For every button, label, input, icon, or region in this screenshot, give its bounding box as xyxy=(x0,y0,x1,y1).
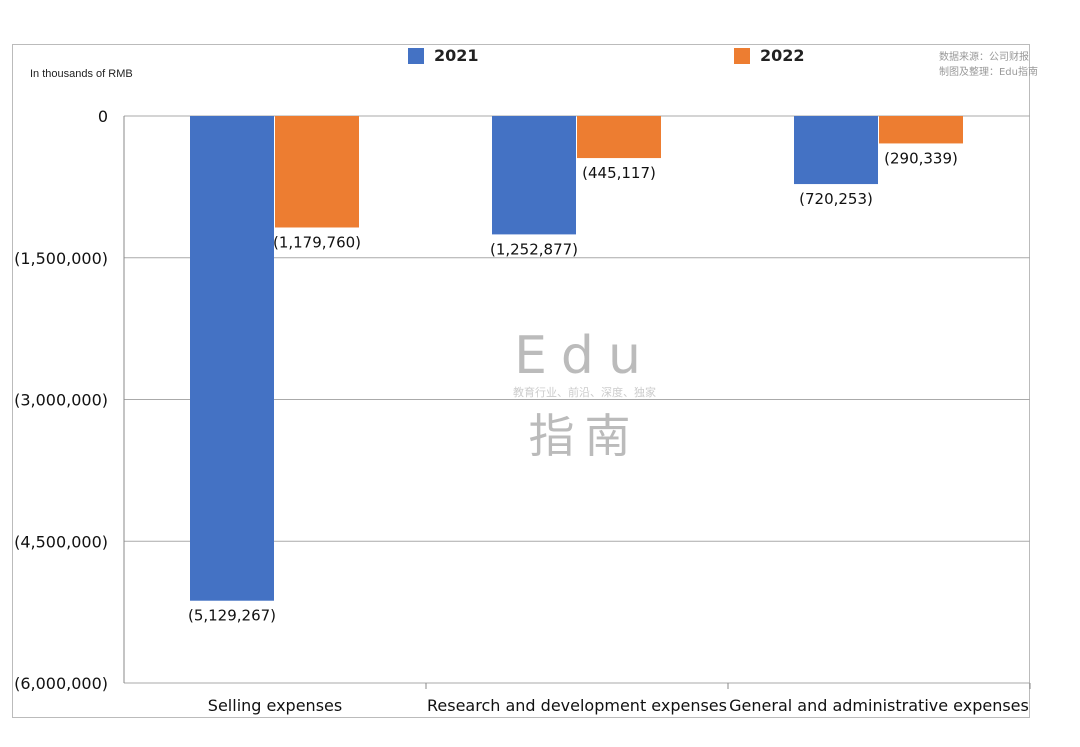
source-note: 数据来源：公司财报 制图及整理：Edu指南 xyxy=(939,50,1038,80)
chart-frame xyxy=(12,44,1030,718)
legend-label: 2022 xyxy=(760,46,805,65)
watermark-logo: Edu xyxy=(514,326,655,386)
y-tick-label: 0 xyxy=(98,107,108,126)
watermark-tagline: 教育行业、前沿、深度、独家 xyxy=(513,386,656,399)
x-category-label: General and administrative expenses xyxy=(729,696,1029,715)
bar-2022 xyxy=(577,116,661,159)
data-label: (5,129,267) xyxy=(188,607,276,625)
y-tick-label: (6,000,000) xyxy=(14,674,108,693)
y-tick-label: (3,000,000) xyxy=(14,391,108,410)
x-category-label: Selling expenses xyxy=(208,696,342,715)
data-label: (445,117) xyxy=(582,164,656,182)
y-axis-unit-label: In thousands of RMB xyxy=(30,68,133,80)
source-line: 数据来源：公司财报 xyxy=(938,52,1029,63)
legend-item-2022: 2022 xyxy=(734,46,805,65)
bar-2022 xyxy=(879,116,963,144)
y-tick-label: (1,500,000) xyxy=(14,249,108,268)
x-category-label: Research and development expenses xyxy=(427,696,727,715)
bar-2021 xyxy=(492,116,576,235)
bar-2021 xyxy=(190,116,274,601)
watermark-cn: 指南 xyxy=(528,409,641,463)
legend-item-2021: 2021 xyxy=(408,46,479,65)
watermark: Edu 教育行业、前沿、深度、独家 指南 xyxy=(512,328,657,466)
bar-2022 xyxy=(275,116,359,228)
legend-label: 2021 xyxy=(434,46,479,65)
y-tick-label: (4,500,000) xyxy=(14,532,108,551)
data-label: (1,179,760) xyxy=(273,233,361,251)
data-label: (290,339) xyxy=(884,149,958,167)
legend-swatch xyxy=(408,47,424,64)
bar-2021 xyxy=(794,116,878,185)
credit-line: 制图及整理：Edu指南 xyxy=(938,67,1038,78)
legend-swatch xyxy=(734,47,750,64)
data-label: (1,252,877) xyxy=(490,240,578,258)
data-label: (720,253) xyxy=(799,190,873,208)
